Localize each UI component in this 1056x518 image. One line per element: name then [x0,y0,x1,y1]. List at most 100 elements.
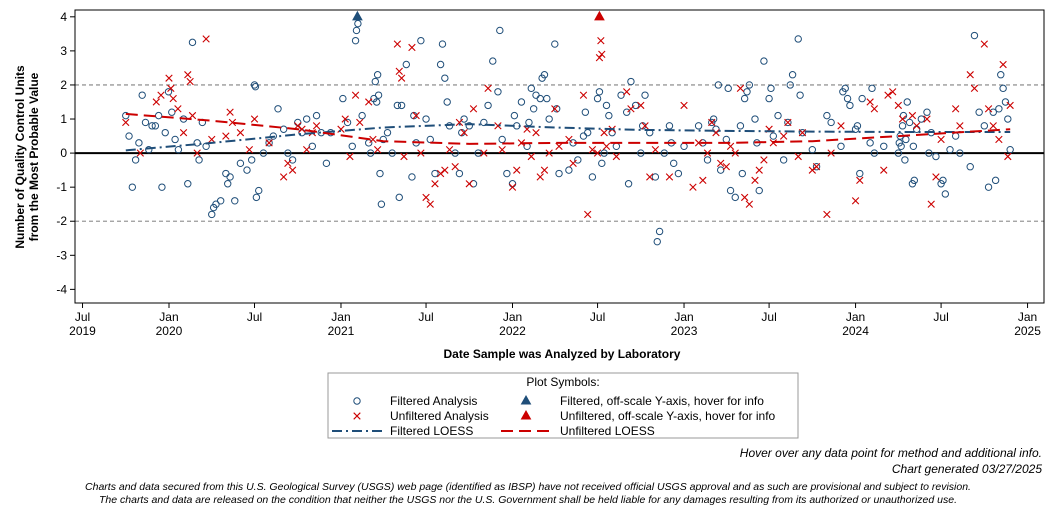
data-point-circle [455,169,464,178]
data-point-x [623,88,631,96]
y-tick-label: -4 [56,282,67,296]
data-point-circle [870,149,879,157]
data-point-circle [617,91,625,99]
data-point-circle [164,88,173,96]
data-point-x [351,91,360,99]
data-point-circle [593,94,602,103]
data-point-x [426,200,434,208]
data-point-circle [641,91,649,99]
data-point-circle [738,169,747,178]
data-point-circle [436,60,445,69]
x-tick-month-label: Jul [247,310,262,324]
legend-entry: Filtered Analysis [353,394,477,408]
data-point-circle [669,159,678,168]
data-point-circle [151,122,160,130]
data-point-x [422,193,430,202]
data-point-circle [588,173,597,181]
data-point-circle [441,74,449,82]
data-point-circle [932,152,940,161]
data-point-x [708,118,716,127]
data-point-x [866,98,874,106]
data-point-x [888,88,897,96]
data-point-x [312,122,321,130]
data-point-circle [250,81,259,89]
data-point-circle [252,193,261,202]
data-point-x [532,128,540,137]
x-tick-month-label: Jan [331,310,350,324]
data-point-circle [674,169,683,178]
data-point-circle [498,135,506,144]
data-point-x [588,145,597,154]
data-point-circle [469,180,478,188]
data-point-x [598,50,606,58]
data-point-circle [374,91,383,99]
data-point-circle [784,118,792,127]
data-point-circle [905,118,914,127]
data-point-circle [909,142,918,150]
data-point-x [184,71,192,79]
data-point-circle [989,108,997,116]
data-point-circle [743,88,751,96]
data-point-circle [279,125,288,133]
data-point-circle [517,98,526,106]
data-point-circle [397,101,406,110]
data-point-circle [195,156,203,164]
y-tick-label: 3 [60,44,67,58]
data-point-circle [393,101,402,110]
x-tick-year-label: 2024 [842,324,869,338]
y-tick-label: 2 [60,78,67,92]
data-point-circle [236,159,245,168]
data-point-x [527,152,535,161]
data-point-circle [288,156,297,164]
data-point-x [341,115,349,123]
data-point-circle [631,101,640,110]
data-point-circle [660,149,668,157]
data-point-circle [769,132,778,140]
data-point-circle [951,132,960,140]
off-scale-marker [594,10,605,21]
data-point-x [584,210,592,219]
data-point-circle [925,149,933,157]
data-point-circle [939,176,947,185]
data-point-circle [379,135,387,144]
data-point-circle [243,166,251,174]
x-tick-month-label: Jan [159,310,178,324]
data-point-x [451,163,459,171]
data-point-circle [624,180,633,188]
data-point-circle [141,118,150,127]
data-point-x [995,135,1003,144]
data-point-circle [980,122,989,130]
data-point-circle [991,176,1000,185]
data-point-circle [417,36,425,45]
data-point-x [250,115,259,123]
loess-line [125,112,1011,145]
data-point-circle [460,115,468,123]
data-point-x [779,132,788,140]
legend-symbol [353,412,361,420]
data-point-circle [866,139,874,147]
data-point-circle [716,166,725,174]
data-point-x [157,91,165,99]
data-point-x [417,149,425,157]
data-point-circle [224,180,232,188]
data-point-circle [545,115,553,123]
data-point-x [545,149,553,157]
x-tick-month-label: Jan [674,310,693,324]
data-point-x [484,84,492,93]
data-point-circle [274,105,282,113]
data-point-circle [312,111,321,120]
data-point-x [365,98,373,106]
data-point-circle [184,180,192,188]
data-point-circle [841,84,849,93]
legend-label: Filtered Analysis [390,394,477,408]
data-point-circle [208,210,216,219]
data-point-circle [740,94,749,103]
data-point-x [597,36,605,45]
data-point-circle [138,91,146,99]
loess-line [125,123,1011,152]
data-point-circle [458,128,466,137]
data-point-circle [527,84,536,93]
legend-symbol [353,397,361,405]
data-point-circle [226,173,234,181]
data-point-x [627,105,635,113]
